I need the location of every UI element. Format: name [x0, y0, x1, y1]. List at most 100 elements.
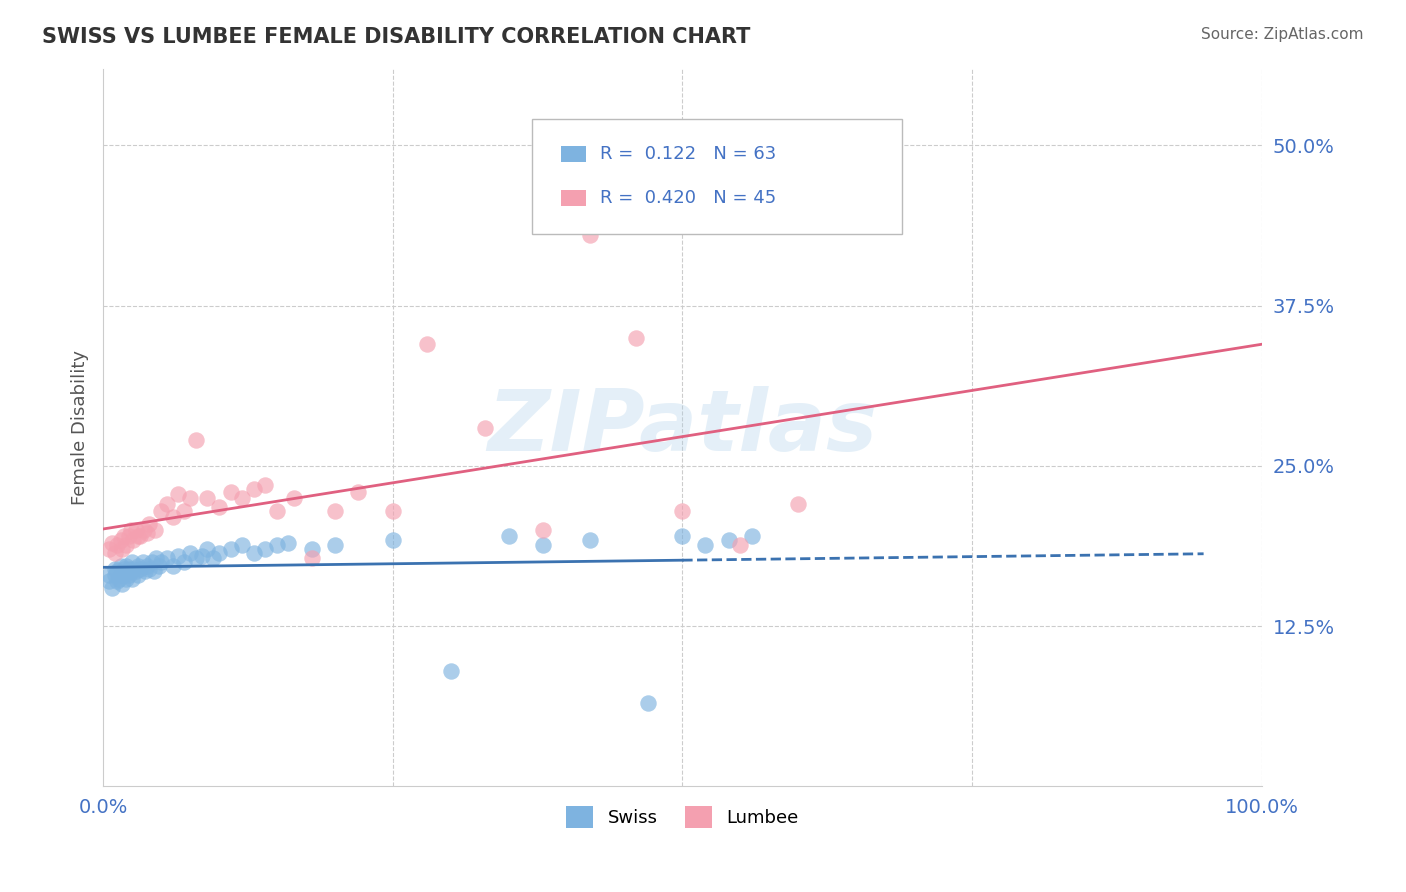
- Point: [242, 482, 264, 496]
- Point: [323, 504, 346, 518]
- Point: [578, 533, 600, 548]
- Point: [150, 504, 173, 518]
- Point: [173, 504, 195, 518]
- Point: [717, 533, 740, 548]
- Point: [138, 561, 160, 575]
- Point: [136, 525, 159, 540]
- Point: [122, 561, 145, 575]
- Point: [283, 491, 305, 505]
- Point: [624, 331, 647, 345]
- Text: R =  0.420   N = 45: R = 0.420 N = 45: [600, 189, 776, 207]
- Point: [167, 549, 190, 563]
- Point: [121, 572, 143, 586]
- Point: [474, 420, 496, 434]
- Point: [136, 558, 159, 573]
- Point: [156, 497, 179, 511]
- Text: R =  0.122   N = 63: R = 0.122 N = 63: [600, 145, 776, 163]
- Point: [110, 568, 132, 582]
- Point: [127, 529, 149, 543]
- FancyBboxPatch shape: [531, 119, 903, 234]
- Point: [301, 551, 323, 566]
- Point: [156, 551, 179, 566]
- Y-axis label: Female Disability: Female Disability: [72, 350, 89, 505]
- Point: [104, 546, 127, 560]
- Point: [143, 523, 166, 537]
- Point: [117, 561, 139, 575]
- Point: [97, 568, 120, 582]
- Point: [105, 564, 128, 578]
- Point: [132, 523, 155, 537]
- Point: [173, 555, 195, 569]
- Text: ZIPatlas: ZIPatlas: [488, 386, 877, 469]
- Point: [202, 551, 225, 566]
- Point: [115, 538, 138, 552]
- Point: [108, 572, 131, 586]
- Point: [105, 538, 128, 552]
- Point: [121, 555, 143, 569]
- Point: [112, 561, 135, 575]
- Point: [110, 533, 132, 548]
- Point: [231, 491, 253, 505]
- Point: [129, 561, 152, 575]
- Point: [671, 529, 693, 543]
- Point: [531, 523, 554, 537]
- Point: [231, 538, 253, 552]
- Point: [115, 558, 138, 573]
- Point: [110, 558, 132, 573]
- Point: [498, 529, 520, 543]
- Point: [578, 228, 600, 243]
- Point: [184, 434, 207, 448]
- Point: [219, 542, 242, 557]
- Point: [115, 572, 138, 586]
- Point: [671, 504, 693, 518]
- FancyBboxPatch shape: [561, 190, 586, 206]
- Point: [120, 523, 142, 537]
- Point: [127, 558, 149, 573]
- Point: [105, 574, 128, 589]
- Point: [112, 529, 135, 543]
- Text: Source: ZipAtlas.com: Source: ZipAtlas.com: [1201, 27, 1364, 42]
- FancyBboxPatch shape: [561, 146, 586, 162]
- Point: [179, 491, 201, 505]
- Point: [148, 558, 170, 573]
- Point: [416, 337, 439, 351]
- Point: [637, 696, 659, 710]
- Point: [184, 551, 207, 566]
- Point: [728, 538, 751, 552]
- Point: [104, 561, 127, 575]
- Point: [127, 568, 149, 582]
- Point: [111, 577, 134, 591]
- Point: [134, 564, 156, 578]
- Point: [104, 568, 127, 582]
- Point: [143, 564, 166, 578]
- Point: [323, 538, 346, 552]
- Point: [111, 542, 134, 557]
- Point: [381, 504, 404, 518]
- Point: [531, 538, 554, 552]
- Point: [101, 536, 124, 550]
- Point: [219, 484, 242, 499]
- Point: [381, 533, 404, 548]
- Point: [242, 546, 264, 560]
- Point: [695, 538, 717, 552]
- Point: [150, 555, 173, 569]
- Point: [124, 523, 146, 537]
- Point: [145, 551, 167, 566]
- Point: [440, 664, 463, 678]
- Point: [190, 549, 212, 563]
- Point: [124, 564, 146, 578]
- Point: [208, 546, 231, 560]
- Point: [254, 542, 277, 557]
- Point: [277, 536, 299, 550]
- Point: [162, 510, 184, 524]
- Point: [301, 542, 323, 557]
- Point: [266, 538, 288, 552]
- Point: [131, 555, 153, 569]
- Point: [117, 529, 139, 543]
- Point: [141, 555, 163, 569]
- Text: SWISS VS LUMBEE FEMALE DISABILITY CORRELATION CHART: SWISS VS LUMBEE FEMALE DISABILITY CORREL…: [42, 27, 751, 46]
- Point: [97, 542, 120, 557]
- Point: [195, 491, 218, 505]
- Point: [162, 558, 184, 573]
- Point: [347, 484, 370, 499]
